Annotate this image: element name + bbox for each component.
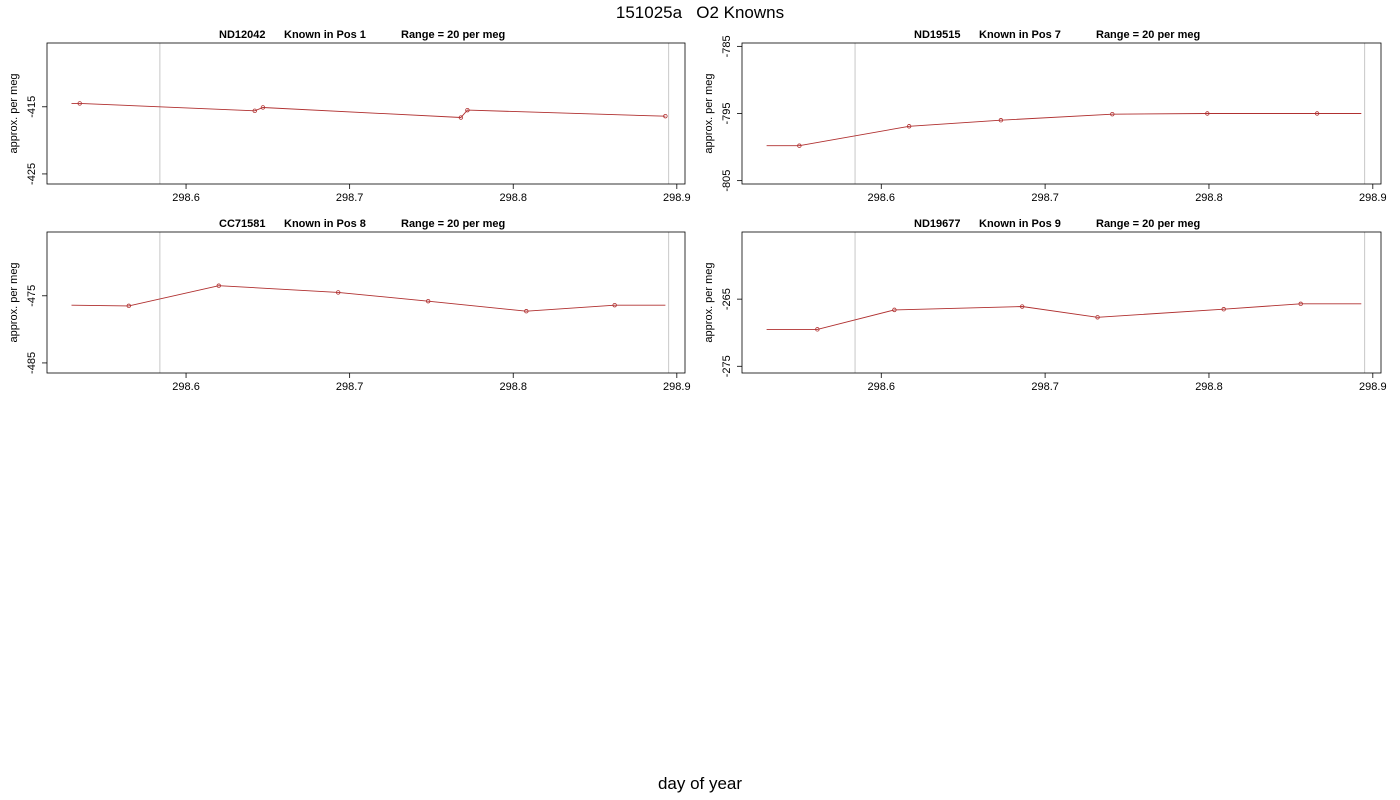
- panel-header-range: Range = 20 per meg: [1096, 29, 1200, 41]
- series-line: [766, 113, 1362, 147]
- data-point: [1019, 304, 1025, 309]
- y-tick-label: -475: [26, 285, 38, 307]
- plot-frame: [46, 42, 686, 185]
- x-tick-label: 298.6: [868, 192, 896, 204]
- panel-2: 298.6 298.7 298.8 298.9 -785 -795 -805 approx. …: [703, 29, 1387, 204]
- x-tick-label: 298.6: [172, 381, 200, 393]
- data-point: [1298, 301, 1303, 307]
- panel-3: 298.6 298.7 298.8 298.9 -475 -485 approx. per …: [8, 218, 691, 393]
- x-tick-label: 298.9: [1359, 381, 1387, 393]
- x-tick-label: 298.8: [499, 381, 527, 393]
- series-line: [71, 285, 666, 312]
- x-tick-label: 298.8: [499, 192, 527, 204]
- panel-4: 298.6 298.7 298.8 298.9 -265 -275 approx. per …: [703, 218, 1387, 393]
- data-point: [998, 118, 1004, 123]
- data-point: [252, 108, 257, 114]
- y-axis-label: approx. per meg: [8, 262, 20, 342]
- data-point: [1314, 111, 1320, 116]
- panel-header-pos: Known in Pos 7: [979, 29, 1061, 41]
- panel-header-pos: Known in Pos 9: [979, 218, 1061, 230]
- panel-header-id: ND19515: [914, 29, 960, 41]
- data-point: [892, 307, 897, 313]
- y-tick-label: -415: [26, 96, 38, 118]
- y-axis-label: approx. per meg: [703, 73, 715, 153]
- panel-header-pos: Known in Pos 1: [284, 29, 366, 41]
- y-tick-label: -485: [26, 352, 38, 374]
- x-tick-label: 298.9: [663, 192, 691, 204]
- data-point: [815, 327, 820, 332]
- panel-header-id: CC71581: [219, 218, 265, 230]
- plot-frame: [46, 231, 686, 374]
- data-point: [1095, 315, 1100, 320]
- panel-header-id: ND19677: [914, 218, 960, 230]
- series-line: [766, 303, 1362, 330]
- x-tick-label: 298.9: [663, 381, 691, 393]
- plot-frame: [741, 231, 1382, 374]
- data-point: [906, 124, 912, 129]
- data-point: [612, 302, 617, 308]
- panel-header-range: Range = 20 per meg: [401, 218, 505, 230]
- panel-header-range: Range = 20 per meg: [401, 29, 505, 41]
- x-tick-label: 298.9: [1359, 192, 1387, 204]
- x-tick-label: 298.6: [868, 381, 896, 393]
- y-tick-label: -805: [721, 170, 733, 192]
- data-point: [1221, 307, 1226, 312]
- data-point: [524, 309, 529, 314]
- data-point: [465, 107, 470, 113]
- y-tick-label: -785: [721, 35, 733, 57]
- x-tick-label: 298.7: [1031, 192, 1059, 204]
- x-tick-label: 298.7: [1031, 381, 1059, 393]
- data-point: [216, 283, 221, 288]
- x-tick-label: 298.8: [1195, 381, 1223, 393]
- x-axis-label: day of year: [657, 774, 743, 793]
- data-point: [126, 303, 131, 309]
- page-title: 151025a O2 Knowns: [615, 3, 785, 22]
- data-point: [77, 101, 82, 106]
- panel-header-pos: Known in Pos 8: [284, 218, 366, 230]
- data-point: [335, 290, 341, 295]
- data-point: [1205, 111, 1210, 116]
- data-point: [260, 105, 266, 110]
- panel-header-id: ND12042: [219, 29, 265, 41]
- series-line: [71, 102, 666, 118]
- data-point: [663, 113, 668, 119]
- y-tick-label: -275: [721, 355, 733, 377]
- x-tick-label: 298.6: [172, 192, 200, 204]
- panel-header-range: Range = 20 per meg: [1096, 218, 1200, 230]
- data-point: [1110, 111, 1115, 117]
- panel-1: 298.6 298.7 298.8 298.9 -415 -425 approx. per …: [8, 29, 691, 204]
- y-axis-label: approx. per meg: [8, 73, 20, 153]
- data-point: [425, 298, 431, 304]
- x-tick-label: 298.8: [1195, 192, 1223, 204]
- data-point: [458, 115, 464, 120]
- y-tick-label: -795: [721, 102, 733, 124]
- data-point: [797, 143, 802, 148]
- y-tick-label: -425: [26, 163, 38, 185]
- y-tick-label: -265: [721, 288, 733, 310]
- x-tick-label: 298.7: [336, 381, 364, 393]
- y-axis-label: approx. per meg: [703, 262, 715, 342]
- x-tick-label: 298.7: [336, 192, 364, 204]
